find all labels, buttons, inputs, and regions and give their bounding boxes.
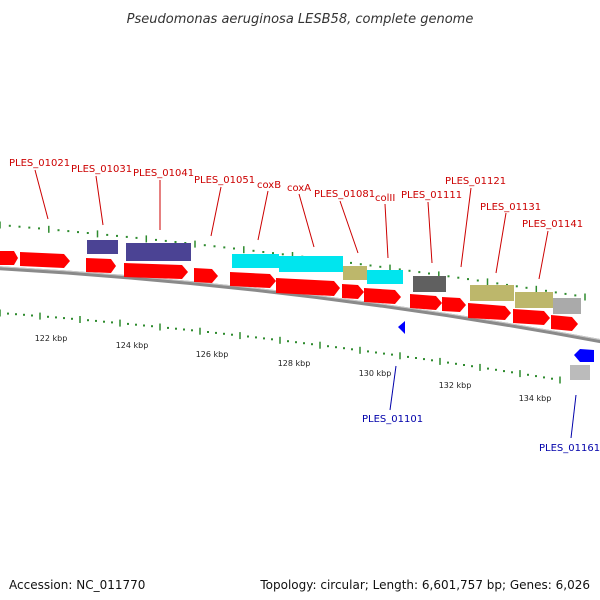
reverse-gene-arrow [574, 349, 594, 362]
map-title: Pseudomonas aeruginosa LESB58, complete … [127, 12, 474, 27]
cds-arrow [0, 251, 18, 265]
cds-arrow [410, 294, 442, 310]
reverse-gene-arrow [398, 321, 405, 334]
gene-label: coxA [287, 183, 311, 194]
cds-arrow [124, 263, 188, 279]
feature-bar-khaki [343, 266, 367, 280]
gene-label: coxB [257, 180, 281, 191]
tick-label: 130 kbp [359, 369, 392, 378]
gene-label: PLES_01141 [522, 219, 583, 230]
genome-backbone-highlight [0, 266, 600, 341]
genome-backbone [0, 266, 600, 344]
reverse-gene-labels: PLES_01101 PLES_01161 [362, 414, 600, 454]
tick-label: 126 kbp [196, 350, 229, 359]
feature-track [87, 240, 590, 380]
tick-label: 132 kbp [439, 381, 472, 390]
cds-arrow [342, 284, 364, 299]
gene-label: PLES_01051 [194, 175, 255, 186]
cds-arrow [442, 297, 466, 312]
cds-arrow [468, 303, 511, 320]
kbp-scale-ticks [0, 309, 561, 384]
cds-arrow [551, 315, 578, 331]
gene-label: PLES_01101 [362, 414, 423, 425]
reverse-label-leaders [389, 365, 577, 439]
feature-bar-grey [570, 365, 590, 380]
feature-bar-khaki [515, 292, 553, 308]
tick-label: 134 kbp [519, 394, 552, 403]
cds-arrow-track [0, 251, 578, 331]
feature-bar-grey [553, 298, 581, 314]
feature-bar-cyan [279, 256, 343, 272]
gene-label: PLES_01111 [401, 190, 462, 201]
cds-arrow [276, 278, 340, 296]
gene-label: PLES_01131 [480, 202, 541, 213]
tick-label: 124 kbp [116, 341, 149, 350]
gene-label: PLES_01121 [445, 176, 506, 187]
accession-label: Accession: NC_011770 [9, 578, 146, 592]
gene-label: PLES_01081 [314, 189, 375, 200]
gene-label: PLES_01031 [71, 164, 132, 175]
forward-label-leaders [34, 169, 549, 280]
feature-bar-khaki [470, 285, 514, 301]
gene-label: PLES_01041 [133, 168, 194, 179]
genome-stats: Topology: circular; Length: 6,601,757 bp… [260, 578, 590, 592]
cds-arrow [86, 258, 116, 273]
cds-arrow [194, 268, 218, 283]
tick-label: 128 kbp [278, 359, 311, 368]
cds-arrow [230, 272, 276, 288]
feature-bar-cyan [232, 254, 279, 268]
feature-bar-cyan [367, 270, 403, 284]
feature-bar-dark [413, 276, 446, 292]
cds-arrow [20, 252, 70, 268]
gene-label: colII [375, 193, 395, 204]
forward-gene-labels: PLES_01021 PLES_01031 PLES_01041 PLES_01… [9, 158, 583, 230]
feature-bar-slate [87, 240, 118, 254]
feature-bar-slate [126, 243, 191, 261]
gene-label: PLES_01161 [539, 443, 600, 454]
tick-label: 122 kbp [35, 334, 68, 343]
cds-arrow [513, 309, 550, 325]
cds-arrow [364, 288, 401, 304]
gene-label: PLES_01021 [9, 158, 70, 169]
kbp-scale-labels: 122 kbp 124 kbp 126 kbp 128 kbp 130 kbp … [35, 334, 552, 403]
